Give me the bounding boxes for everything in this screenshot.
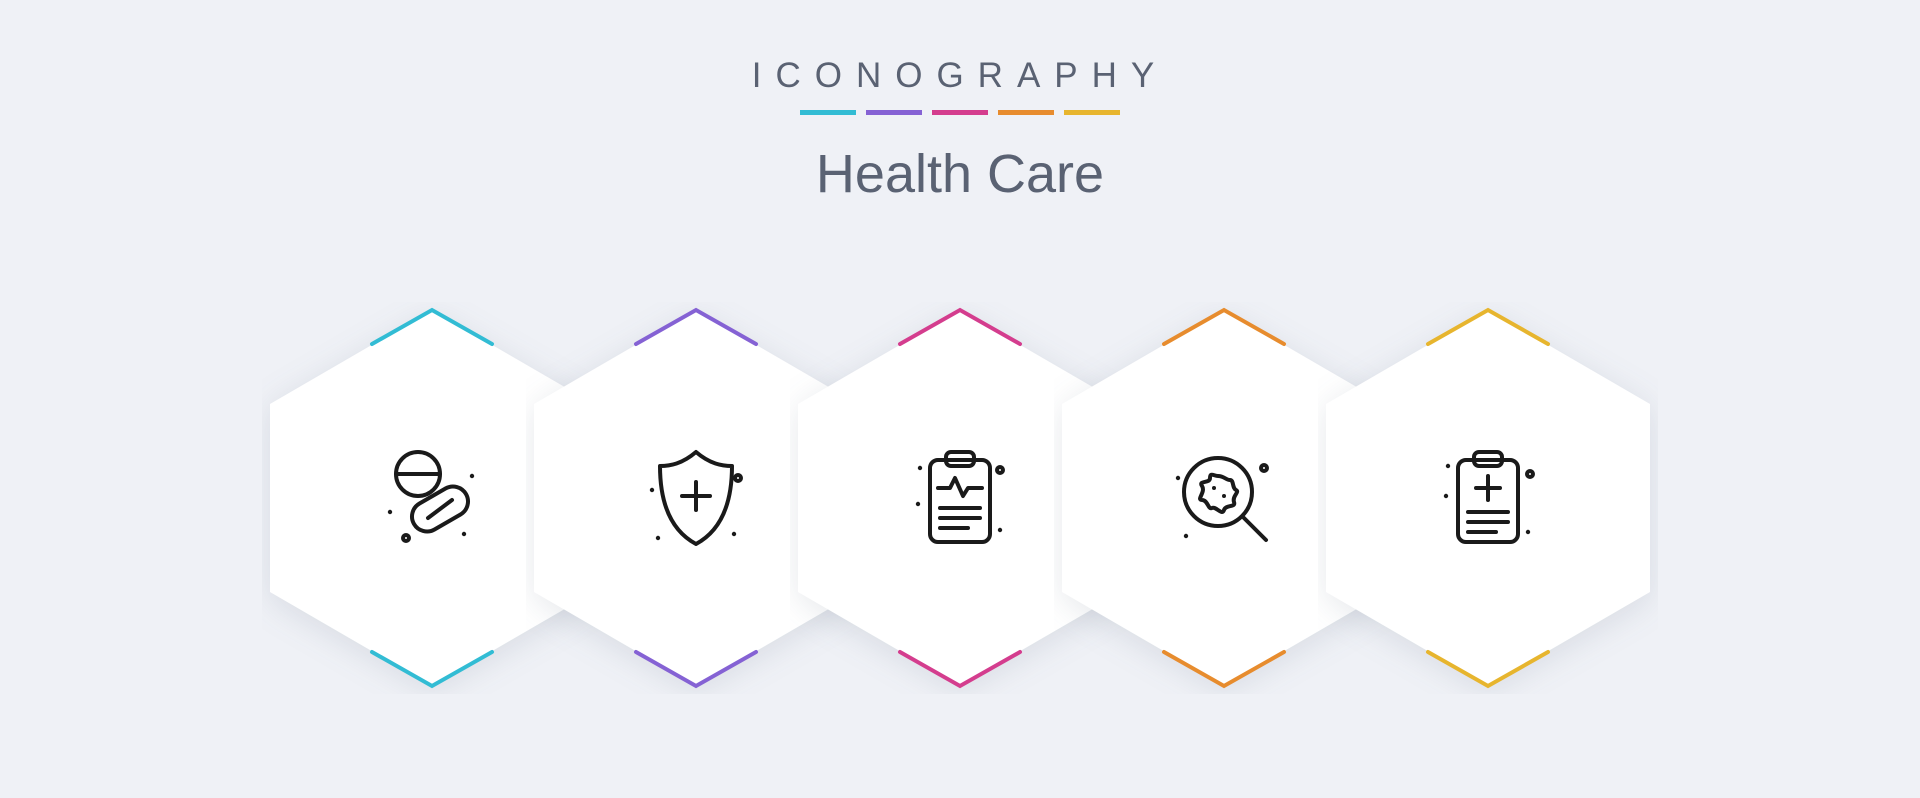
hex-card-clipboard-cross [1318, 302, 1658, 694]
pills-icon [372, 438, 492, 558]
shield-cross-icon [636, 438, 756, 558]
underline-seg-1 [800, 110, 856, 115]
clipboard-cross-icon [1428, 438, 1548, 558]
brand-text: ICONOGRAPHY [0, 56, 1920, 96]
underline-seg-5 [1064, 110, 1120, 115]
clipboard-pulse-icon [900, 438, 1020, 558]
header: ICONOGRAPHY Health Care [0, 0, 1920, 205]
underline-seg-2 [866, 110, 922, 115]
hex-row [0, 302, 1920, 694]
pack-title: Health Care [0, 143, 1920, 205]
brand-underline [0, 110, 1920, 115]
underline-seg-4 [998, 110, 1054, 115]
virus-magnifier-icon [1164, 438, 1284, 558]
underline-seg-3 [932, 110, 988, 115]
